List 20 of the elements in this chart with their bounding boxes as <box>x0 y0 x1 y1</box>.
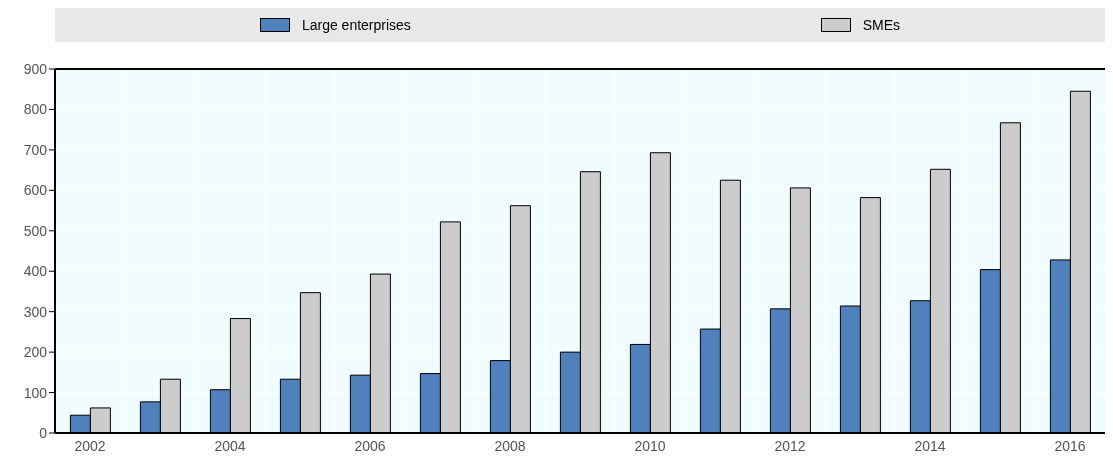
x-tick-label: 2014 <box>914 437 946 454</box>
y-tick-label: 900 <box>23 60 48 77</box>
x-tick-label: 2002 <box>74 437 106 454</box>
x-tick-label: 2012 <box>774 437 806 454</box>
y-tick-label: 600 <box>23 182 48 199</box>
y-tick-label: 400 <box>23 263 48 280</box>
x-tick-label: 2006 <box>354 437 386 454</box>
x-tick-label: 2016 <box>1054 437 1086 454</box>
x-tick-label: 2008 <box>494 437 526 454</box>
legend-label: SMEs <box>862 17 901 33</box>
legend-label: Large enterprises <box>301 17 411 33</box>
y-tick-label: 0 <box>39 424 48 441</box>
y-tick-label: 500 <box>23 222 48 239</box>
y-tick-label: 800 <box>23 101 48 118</box>
y-tick-label: 200 <box>23 344 48 361</box>
y-tick-label: 700 <box>23 141 48 158</box>
x-tick-label: 2004 <box>214 437 246 454</box>
y-tick-label: 100 <box>23 384 48 401</box>
x-tick-label: 2010 <box>634 437 666 454</box>
y-tick-label: 300 <box>23 303 48 320</box>
